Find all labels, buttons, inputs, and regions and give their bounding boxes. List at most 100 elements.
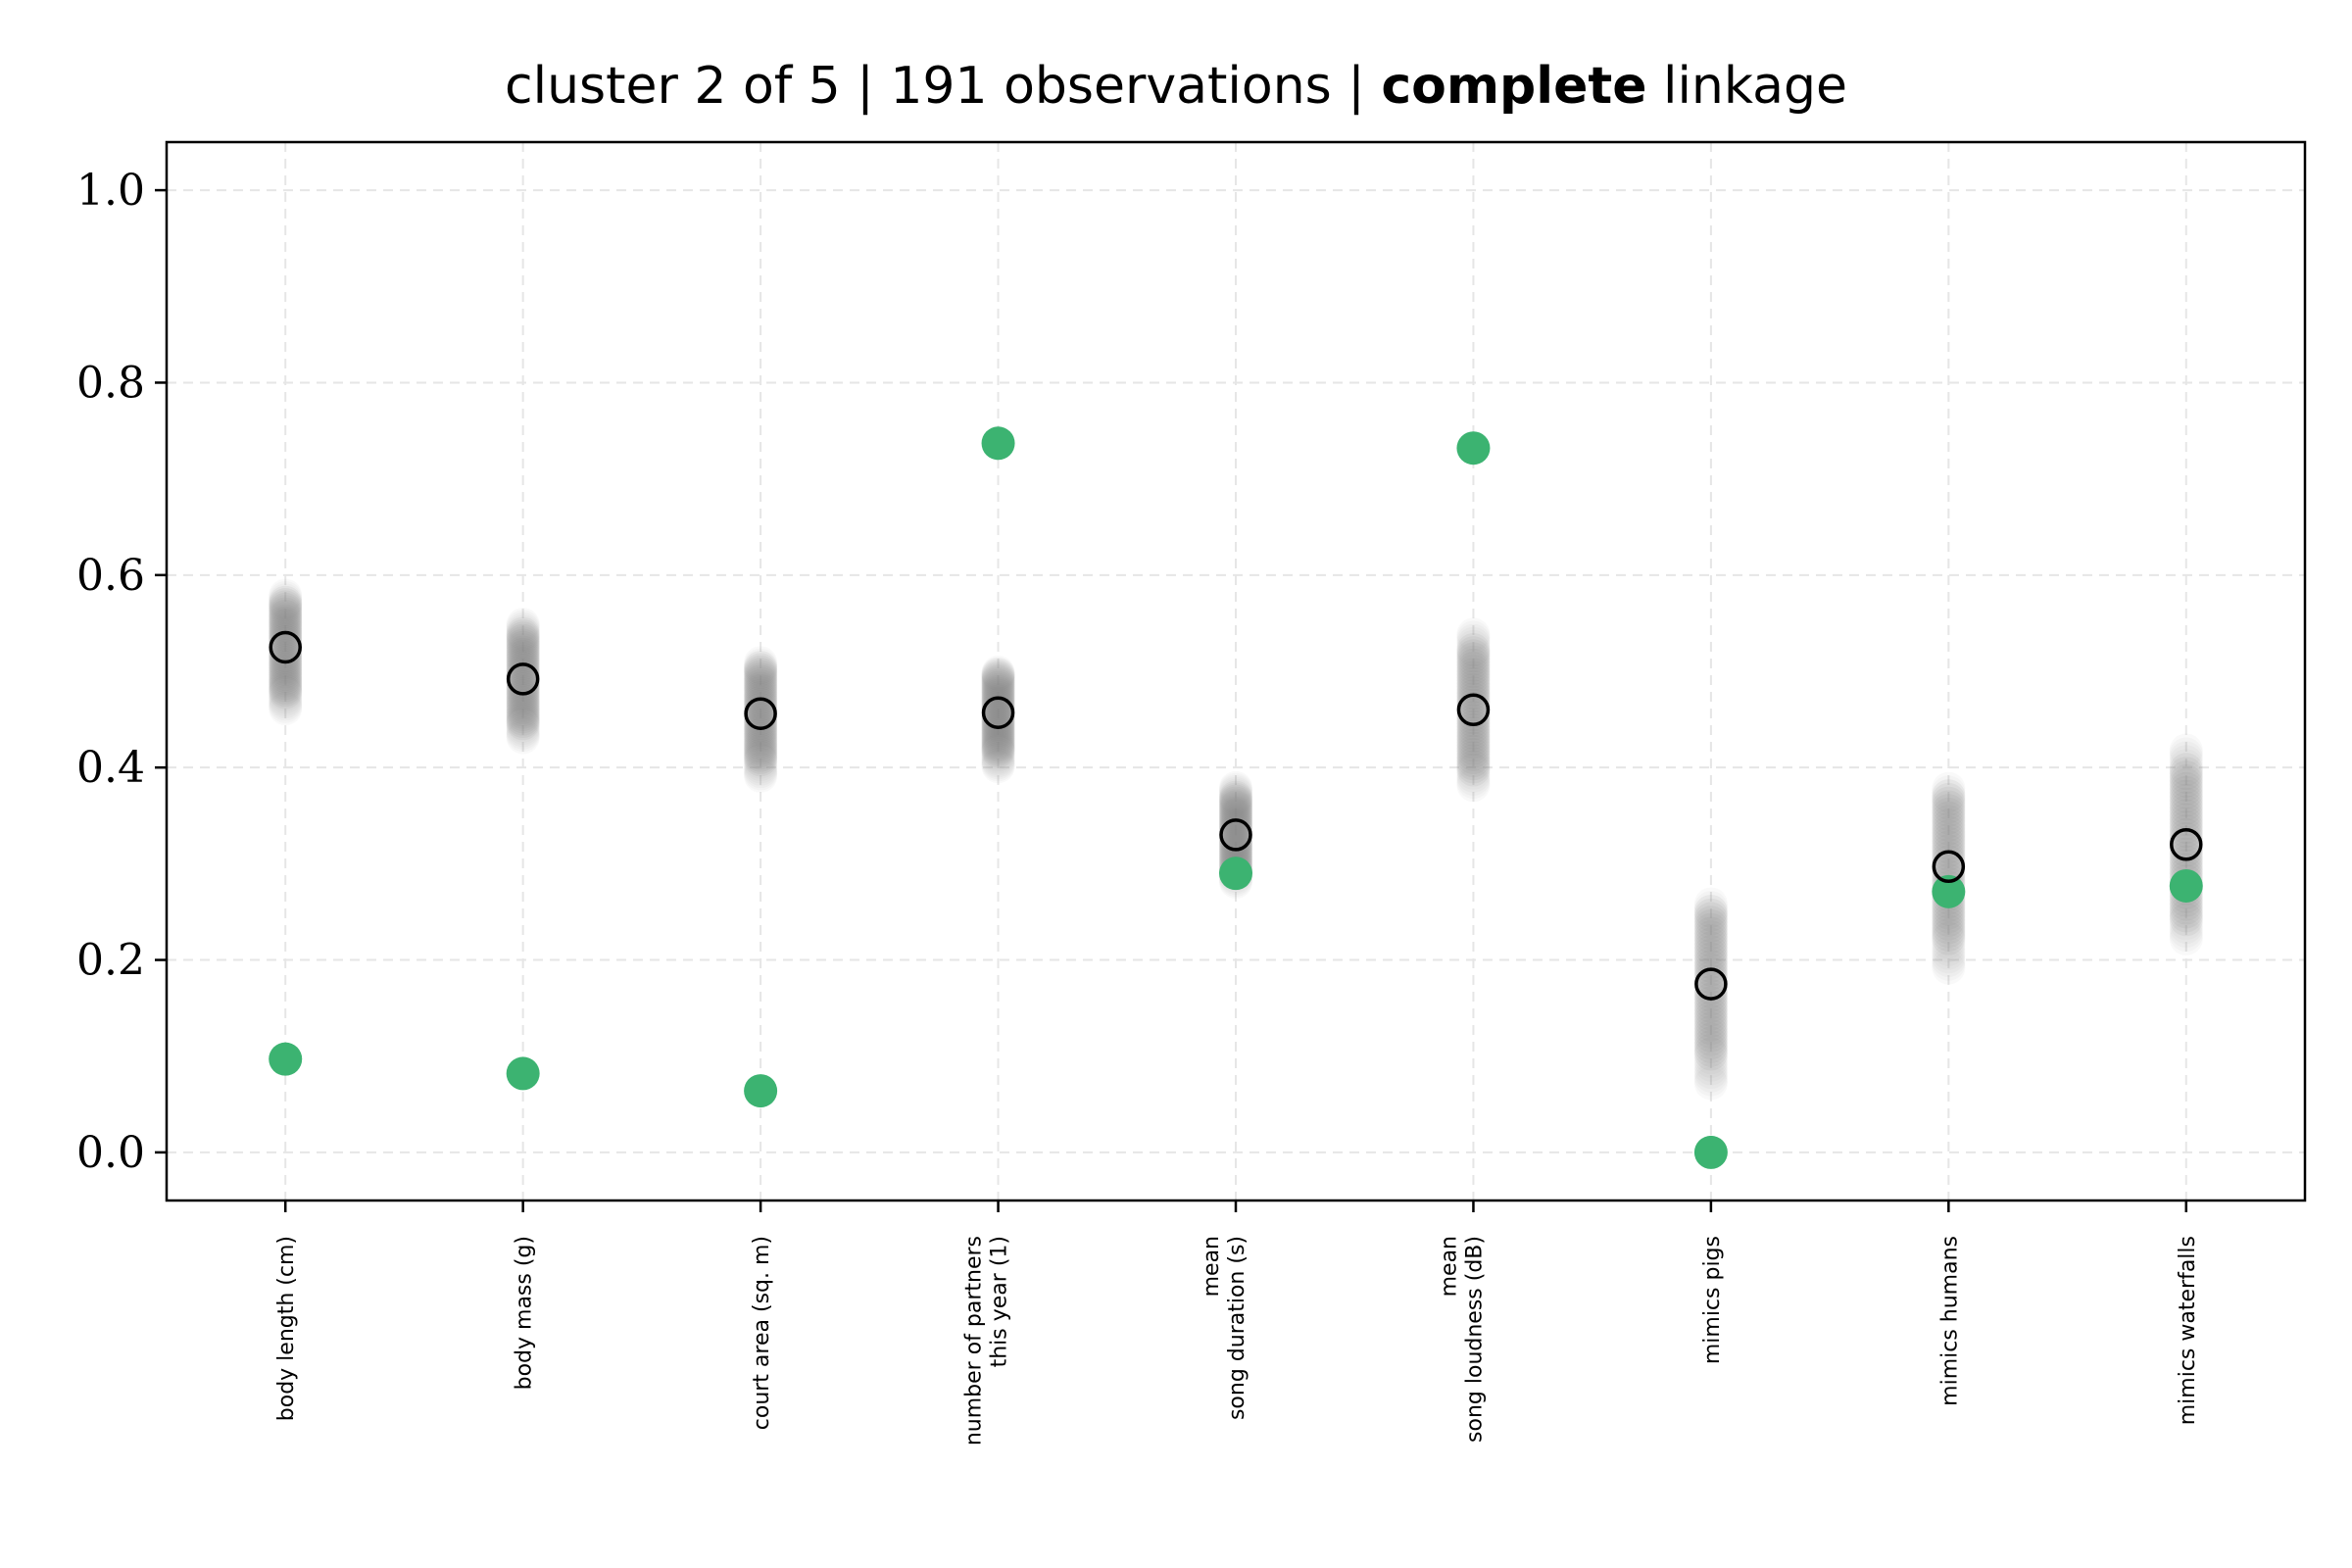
observation-point <box>1932 779 1966 813</box>
observation-point <box>981 696 1015 730</box>
observation-point <box>2169 895 2203 929</box>
observation-point <box>1219 830 1252 864</box>
highlight-point <box>269 1042 303 1076</box>
observation-point <box>1932 900 1966 934</box>
observation-point <box>1932 815 1966 850</box>
observation-point <box>1932 906 1966 941</box>
observation-point <box>1693 960 1728 995</box>
observation-point <box>506 713 540 748</box>
observation-point <box>2169 763 2203 798</box>
x-tick-label: body mass (g) <box>513 1236 537 1390</box>
observation-point <box>1219 794 1252 828</box>
observation-point <box>981 670 1015 705</box>
observation-point <box>1693 978 1728 1012</box>
observation-point <box>744 690 778 724</box>
observation-point <box>981 728 1015 762</box>
x-axis: body length (cm) body mass (g) court area … <box>274 1200 2200 1446</box>
observation-point <box>1456 655 1491 688</box>
observation-point <box>2169 760 2203 794</box>
observation-point <box>1693 887 1728 921</box>
x-tick-label: meansong duration (s) <box>1200 1236 1250 1420</box>
observation-point <box>744 687 778 721</box>
observation-point <box>2169 914 2203 949</box>
observation-point <box>1219 816 1252 851</box>
observation-point <box>981 746 1015 780</box>
observation-point <box>1932 936 1966 970</box>
observation-point <box>1693 997 1728 1031</box>
observation-point <box>2169 757 2203 791</box>
observation-point <box>2169 787 2203 821</box>
observation-point <box>744 704 778 738</box>
observation-point <box>1932 826 1966 860</box>
observation-point <box>1219 792 1252 826</box>
observation-point <box>506 610 540 644</box>
observation-point <box>1456 685 1491 719</box>
observation-point <box>744 745 778 779</box>
observation-point <box>2169 753 2203 787</box>
observation-point <box>1456 728 1491 762</box>
observation-point <box>2169 906 2203 941</box>
observation-point <box>744 748 778 782</box>
observation-point <box>981 726 1015 760</box>
observation-point <box>1456 666 1491 701</box>
observation-point <box>269 660 303 694</box>
observation-point <box>2169 837 2203 871</box>
observation-point <box>269 622 303 657</box>
observation-point <box>744 664 778 699</box>
observation-point <box>269 585 303 619</box>
observation-point <box>2169 775 2203 809</box>
observation-point <box>2169 799 2203 833</box>
observation-point <box>1932 808 1966 842</box>
observation-point <box>506 695 540 729</box>
observation-point <box>2169 783 2203 817</box>
observation-point <box>1693 1011 1728 1046</box>
observation-point <box>1456 658 1491 692</box>
observation-point <box>1693 1062 1728 1097</box>
observation-point <box>269 583 303 617</box>
grid <box>167 142 2305 1200</box>
observation-point <box>1456 701 1491 735</box>
x-tick-label: meansong loudness (dB) <box>1437 1236 1487 1443</box>
observation-point <box>1693 949 1728 983</box>
observation-point <box>981 655 1015 689</box>
observation-point <box>1456 768 1491 803</box>
observation-point <box>1693 1018 1728 1053</box>
observation-point <box>1693 942 1728 976</box>
y-axis: 0.0 0.2 0.4 0.6 0.8 1.0 <box>76 166 167 1178</box>
observation-point <box>981 684 1015 718</box>
observation-point <box>1693 1048 1728 1082</box>
x-tick-label-line: mimics waterfalls <box>2176 1236 2200 1425</box>
observation-point <box>506 700 540 734</box>
x-tick-label: court area (sq. m) <box>750 1236 774 1430</box>
observation-point <box>1693 1052 1728 1086</box>
observation-point <box>1932 932 1966 966</box>
observation-point <box>1456 651 1491 685</box>
observation-point <box>506 630 540 664</box>
observation-point <box>981 678 1015 712</box>
observation-point <box>1932 771 1966 806</box>
observation-point <box>1456 639 1491 673</box>
observation-point <box>1932 841 1966 875</box>
observation-point <box>744 740 778 774</box>
observation-point <box>1456 682 1491 716</box>
observation-point <box>1693 938 1728 972</box>
x-tick-label-line: court area (sq. m) <box>750 1236 774 1430</box>
observation-point <box>506 672 540 707</box>
observation-point <box>2169 791 2203 825</box>
observation-point <box>506 635 540 669</box>
observation-point <box>1932 797 1966 831</box>
highlight-point <box>744 1074 778 1108</box>
x-tick-label: mimics pigs <box>1700 1236 1725 1364</box>
observation-point <box>2169 910 2203 945</box>
observation-point <box>1456 731 1491 765</box>
cluster-mean-marker <box>1694 967 1728 1001</box>
observation-point <box>269 641 303 675</box>
observation-point <box>981 742 1015 776</box>
observation-point <box>1693 891 1728 925</box>
observation-point <box>269 682 303 716</box>
highlight-point <box>1456 431 1491 466</box>
observation-point <box>1932 794 1966 828</box>
observation-point <box>1932 910 1966 945</box>
observation-point <box>269 689 303 723</box>
observation-point <box>1693 1004 1728 1038</box>
